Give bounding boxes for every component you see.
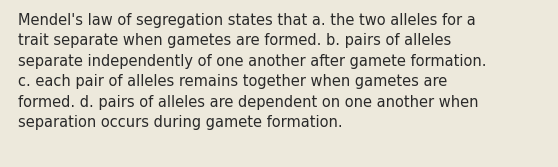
Text: Mendel's law of segregation states that a. the two alleles for a
trait separate : Mendel's law of segregation states that … (18, 13, 487, 130)
